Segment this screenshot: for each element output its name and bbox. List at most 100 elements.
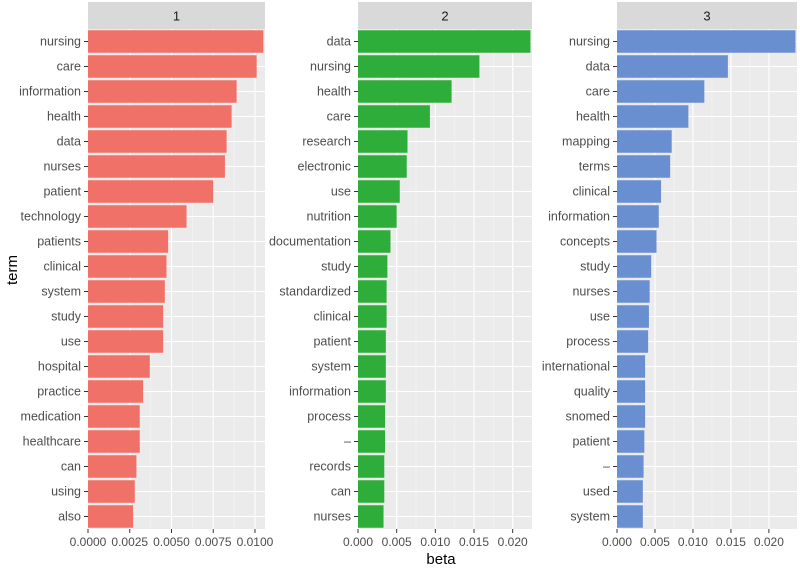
bar-information — [617, 205, 659, 228]
term-label: information — [19, 85, 81, 99]
term-label: international — [542, 360, 610, 374]
facet-strip-label: 3 — [703, 9, 710, 24]
term-label: nursing — [569, 35, 610, 49]
bar-can — [358, 480, 385, 503]
term-label: use — [590, 310, 610, 324]
bar-health — [88, 105, 232, 128]
x-tick-label: 0.010 — [420, 535, 450, 549]
bar-study — [358, 255, 388, 278]
x-tick-label: 0.005 — [640, 535, 670, 549]
term-label: hospital — [38, 360, 81, 374]
x-tick-label: 0.000 — [602, 535, 632, 549]
bar-information — [358, 380, 386, 403]
bar-patient — [358, 330, 386, 353]
term-label: terms — [579, 160, 610, 174]
bar-electronic — [358, 155, 407, 178]
facet-panel-2: 2 data nursing health care research electronic… — [269, 2, 532, 549]
bar-using — [88, 480, 135, 503]
bar-clinical — [358, 305, 387, 328]
term-label: used — [583, 485, 610, 499]
term-label: use — [331, 185, 351, 199]
term-label: documentation — [269, 235, 351, 249]
bar-technology — [88, 205, 187, 228]
facet-strip-label: 2 — [441, 9, 448, 24]
bar-standardized — [358, 280, 387, 303]
term-label: nurses — [313, 510, 351, 524]
bar-mapping — [617, 130, 672, 153]
term-label: care — [586, 85, 610, 99]
term-label: clinical — [313, 310, 351, 324]
term-label: patient — [572, 435, 610, 449]
bar-patients — [88, 230, 169, 253]
bar-– — [617, 455, 644, 478]
bar-study — [88, 305, 164, 328]
bar-international — [617, 355, 646, 378]
bar-can — [88, 455, 137, 478]
term-label: patients — [37, 235, 81, 249]
facet-strip-label: 1 — [173, 9, 180, 24]
term-label: use — [61, 335, 81, 349]
bar-clinical — [617, 180, 662, 203]
bar-use — [358, 180, 400, 203]
term-label: – — [603, 460, 610, 474]
x-tick-label: 0.015 — [716, 535, 746, 549]
term-label: nursing — [40, 35, 81, 49]
bar-nurses — [617, 280, 650, 303]
x-tick-label: 0.0075 — [195, 535, 232, 549]
term-label: can — [61, 460, 81, 474]
bar-hospital — [88, 355, 150, 378]
term-label: also — [58, 510, 81, 524]
bar-also — [88, 505, 134, 528]
bar-use — [617, 305, 649, 328]
bar-clinical — [88, 255, 167, 278]
bar-system — [358, 355, 386, 378]
term-label: data — [586, 60, 610, 74]
bar-health — [617, 105, 689, 128]
term-label: data — [57, 135, 81, 149]
term-label: using — [51, 485, 81, 499]
term-label: electronic — [298, 160, 352, 174]
term-label: patient — [313, 335, 351, 349]
x-tick-label: 0.000 — [343, 535, 373, 549]
x-tick-label: 0.005 — [382, 535, 412, 549]
bar-concepts — [617, 230, 657, 253]
term-label: practice — [37, 385, 81, 399]
term-label: health — [47, 110, 81, 124]
panel-background — [88, 29, 265, 529]
term-label: nurses — [43, 160, 81, 174]
term-label: snomed — [566, 410, 611, 424]
facet-panel-1: 1 nursing care information health data nurses p… — [19, 2, 274, 549]
term-label: nursing — [310, 60, 351, 74]
bar-data — [88, 130, 227, 153]
term-label: clinical — [572, 185, 610, 199]
bar-nursing — [358, 55, 480, 78]
term-label: nutrition — [307, 210, 352, 224]
term-label: system — [311, 360, 351, 374]
term-label: system — [570, 510, 610, 524]
term-label: quality — [574, 385, 611, 399]
bar-health — [358, 80, 452, 103]
bar-nutrition — [358, 205, 397, 228]
panel-background — [358, 29, 532, 529]
bar-terms — [617, 155, 671, 178]
chart-panels: 1 nursing care information health data nurses p… — [19, 2, 797, 549]
term-label: care — [327, 110, 351, 124]
bar-nursing — [617, 30, 796, 53]
term-label: process — [307, 410, 351, 424]
bar-practice — [88, 380, 144, 403]
bar-nursing — [88, 30, 264, 53]
bar-information — [88, 80, 237, 103]
facet-strip — [358, 2, 532, 29]
term-label: can — [331, 485, 351, 499]
bar-care — [617, 80, 705, 103]
bar-care — [358, 105, 430, 128]
bar-quality — [617, 380, 646, 403]
bar-process — [358, 405, 386, 428]
term-label: patient — [43, 185, 81, 199]
bar-process — [617, 330, 649, 353]
x-tick-label: 0.015 — [459, 535, 489, 549]
term-label: nurses — [572, 285, 610, 299]
x-tick-label: 0.020 — [754, 535, 784, 549]
term-label: healthcare — [23, 435, 81, 449]
